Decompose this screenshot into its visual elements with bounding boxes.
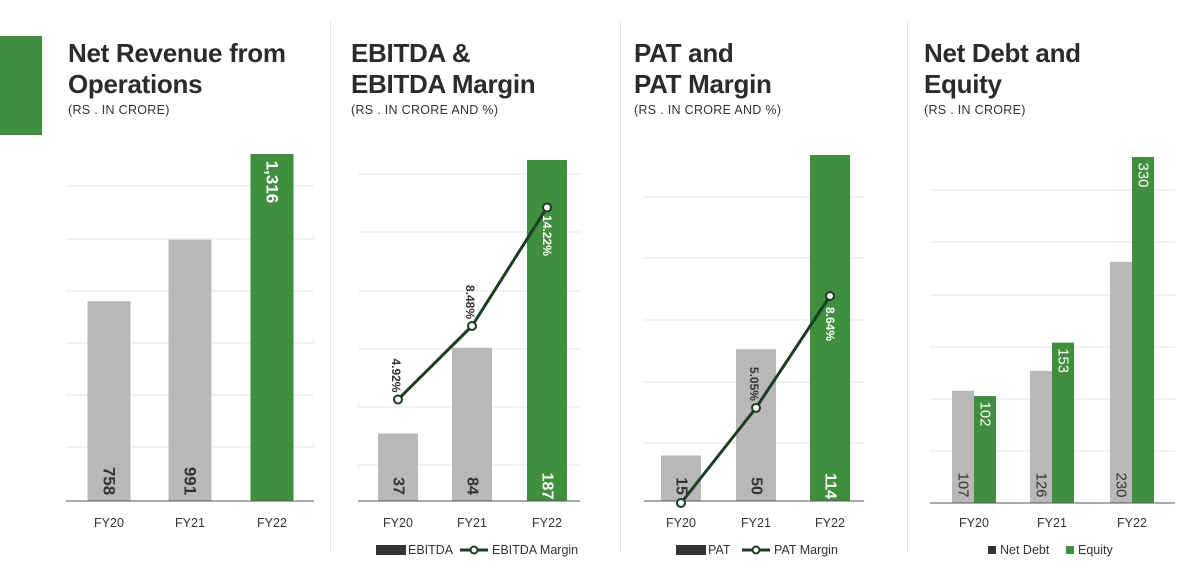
panel-divider bbox=[330, 22, 331, 552]
category-label: FY22 bbox=[815, 516, 845, 530]
net-debt-label: 126 bbox=[1033, 472, 1050, 497]
net-debt-bar bbox=[1030, 370, 1052, 503]
pat-legend-line-label: PAT Margin bbox=[774, 543, 838, 557]
category-label: FY21 bbox=[1037, 516, 1067, 530]
revenue-bar-label: 1,316 bbox=[263, 161, 282, 204]
net-debt-bar bbox=[1110, 261, 1132, 503]
ebitda-bar bbox=[452, 347, 492, 501]
debt-equity-title: Net Debt and Equity bbox=[924, 38, 1081, 100]
ebitda-title-line2: EBITDA Margin bbox=[351, 69, 536, 99]
ebitda-margin-point bbox=[393, 394, 403, 405]
ebitda-margin-point bbox=[467, 320, 477, 331]
category-label: FY20 bbox=[959, 516, 989, 530]
pat-title: PAT and PAT Margin bbox=[634, 38, 772, 100]
equity-legend-swatch bbox=[1066, 546, 1074, 554]
ebitda-legend-line-label: EBITDA Margin bbox=[492, 543, 578, 557]
panel-divider bbox=[620, 22, 621, 552]
ebitda-bar-label: 84 bbox=[464, 477, 481, 495]
revenue-title-line2: Operations bbox=[68, 69, 203, 99]
equity-label: 330 bbox=[1135, 162, 1152, 187]
equity-bar bbox=[1052, 342, 1074, 503]
revenue-title: Net Revenue from Operations bbox=[68, 38, 286, 100]
category-label: FY22 bbox=[1117, 516, 1147, 530]
ebitda-margin-label: 14.22% bbox=[540, 215, 554, 256]
equity-legend-label: Equity bbox=[1078, 543, 1113, 557]
ebitda-legend-line-marker bbox=[469, 545, 479, 555]
pat-bar bbox=[661, 455, 701, 501]
category-label: FY20 bbox=[94, 516, 124, 530]
pat-bar bbox=[810, 155, 850, 501]
revenue-subtitle: (RS . IN CRORE) bbox=[68, 103, 170, 117]
net-debt-label: 107 bbox=[955, 472, 972, 497]
ebitda-legend-bar-label: EBITDA bbox=[408, 543, 454, 557]
equity-label: 153 bbox=[1055, 348, 1072, 373]
revenue-bar-label: 758 bbox=[100, 467, 119, 495]
ebitda-bar bbox=[378, 433, 418, 501]
net-debt-label: 230 bbox=[1113, 472, 1130, 497]
category-label: FY22 bbox=[532, 516, 562, 530]
net-debt-legend-label: Net Debt bbox=[1000, 543, 1050, 557]
pat-bar-label: 50 bbox=[748, 477, 765, 495]
debt-equity-subtitle: (RS . IN CRORE) bbox=[924, 103, 1026, 117]
ebitda-legend-bar-swatch bbox=[376, 545, 406, 555]
ebitda-margin-label: 4.92% bbox=[389, 358, 403, 392]
pat-margin-point bbox=[676, 498, 686, 508]
category-label: FY21 bbox=[741, 516, 771, 530]
pat-margin-point bbox=[825, 290, 835, 301]
equity-bar bbox=[1132, 157, 1154, 503]
ebitda-bar-label: 37 bbox=[390, 477, 407, 495]
equity-label: 102 bbox=[977, 402, 994, 427]
pat-legend-bar-label: PAT bbox=[708, 543, 731, 557]
ebitda-bar bbox=[527, 160, 567, 501]
category-label: FY20 bbox=[383, 516, 413, 530]
revenue-bar-label: 991 bbox=[181, 467, 200, 495]
ebitda-margin-label: 8.48% bbox=[463, 285, 477, 319]
panel-divider bbox=[907, 22, 908, 552]
category-label: FY21 bbox=[457, 516, 487, 530]
pat-legend-line-marker bbox=[751, 545, 761, 555]
category-label: FY22 bbox=[257, 516, 287, 530]
ebitda-subtitle: (RS . IN CRORE AND %) bbox=[351, 103, 499, 117]
category-label: FY21 bbox=[175, 516, 205, 530]
revenue-bar bbox=[87, 301, 131, 501]
pat-title-line1: PAT and bbox=[634, 38, 734, 68]
category-label: FY20 bbox=[666, 516, 696, 530]
revenue-bar bbox=[250, 154, 294, 501]
debt-equity-title-line2: Equity bbox=[924, 69, 1002, 99]
debt-equity-title-line1: Net Debt and bbox=[924, 38, 1081, 68]
ebitda-margin-point bbox=[542, 202, 552, 213]
pat-subtitle: (RS . IN CRORE AND %) bbox=[634, 103, 782, 117]
ebitda-title: EBITDA & EBITDA Margin bbox=[351, 38, 536, 100]
accent-bar bbox=[0, 36, 42, 135]
revenue-title-line1: Net Revenue from bbox=[68, 38, 286, 68]
pat-margin-label: 8.64% bbox=[823, 307, 837, 341]
revenue-bar bbox=[168, 239, 212, 501]
equity-bar bbox=[974, 396, 996, 503]
pat-margin-label: 5.05% bbox=[747, 367, 761, 401]
pat-bar-label: 114 bbox=[822, 473, 839, 499]
pat-legend-bar-swatch bbox=[676, 545, 706, 555]
pat-title-line2: PAT Margin bbox=[634, 69, 772, 99]
ebitda-bar-label: 187 bbox=[539, 473, 556, 500]
pat-bar-label: 15 bbox=[673, 477, 690, 495]
net-debt-bar bbox=[952, 390, 974, 503]
ebitda-title-line1: EBITDA & bbox=[351, 38, 471, 68]
pat-margin-point bbox=[751, 402, 761, 413]
net-debt-legend-swatch bbox=[988, 546, 996, 554]
